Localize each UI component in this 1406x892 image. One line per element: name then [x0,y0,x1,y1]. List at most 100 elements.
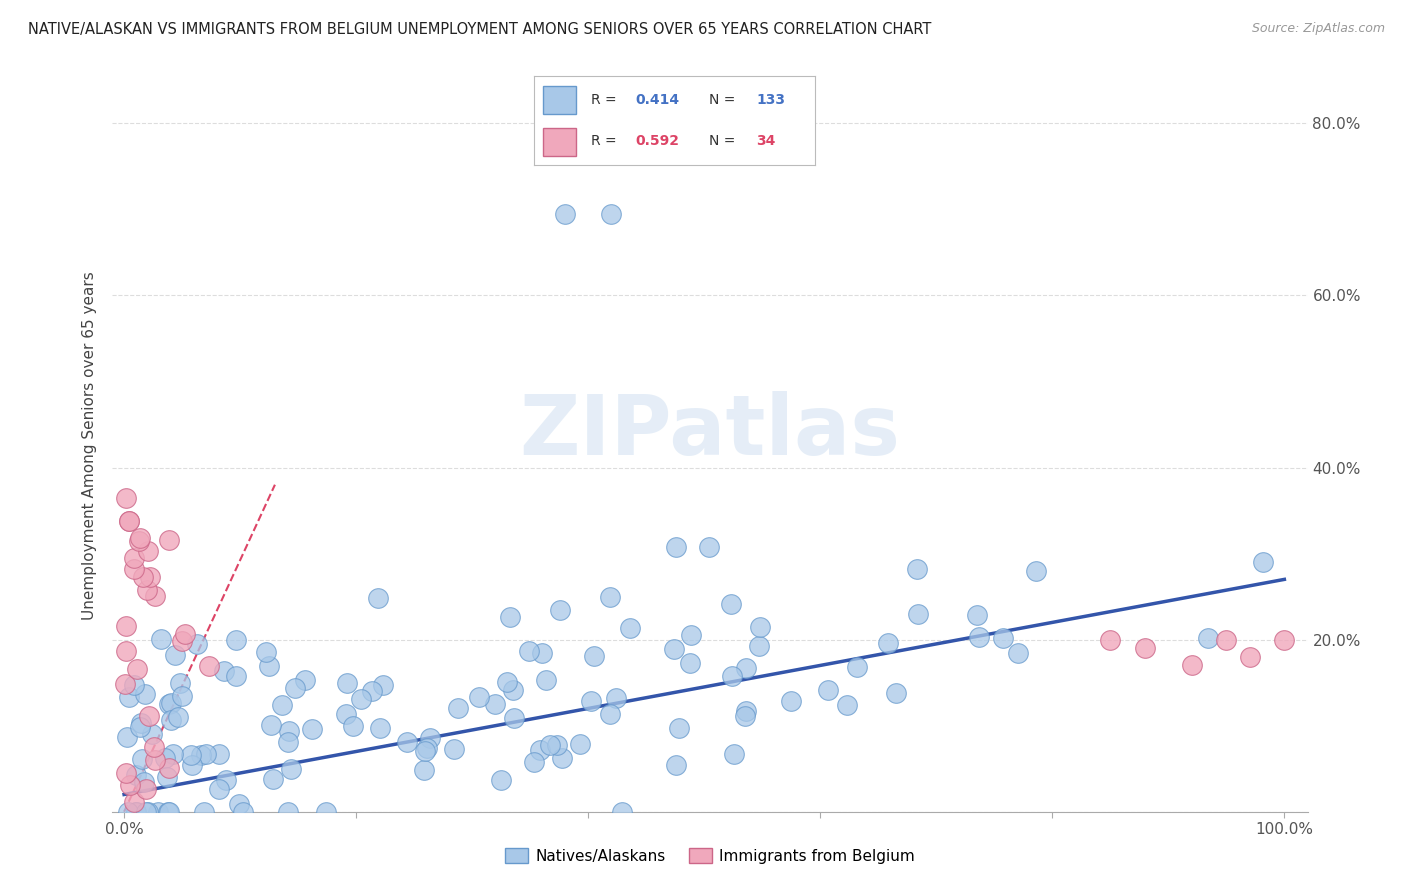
Point [734,709,756,723]
Text: ZIPatlas: ZIPatlas [520,391,900,472]
Point [136,583,159,598]
Text: Source: ZipAtlas.com: Source: ZipAtlas.com [1251,22,1385,36]
Point [129,716,152,731]
Point [367,591,389,605]
Point [129,720,152,734]
Text: NATIVE/ALASKAN VS IMMIGRANTS FROM BELGIUM UNEMPLOYMENT AMONG SENIORS OVER 65 YEA: NATIVE/ALASKAN VS IMMIGRANTS FROM BELGIU… [28,22,932,37]
Point [153,751,176,765]
Point [197,659,219,673]
Point [484,697,506,711]
Point [122,561,145,575]
Point [413,764,436,778]
Point [443,742,465,756]
Point [156,770,179,784]
Point [208,782,231,797]
Point [845,659,868,673]
Point [131,751,153,765]
Point [143,589,166,603]
Point [529,743,551,757]
Point [720,597,742,611]
Point [599,706,621,721]
Point [1099,632,1122,647]
Y-axis label: Unemployment Among Seniors over 65 years: Unemployment Among Seniors over 65 years [82,272,97,620]
Point [260,717,283,731]
Point [599,590,621,604]
Point [517,644,540,658]
Point [568,737,591,751]
Point [502,683,524,698]
Point [135,782,157,797]
Point [193,805,215,819]
Point [1197,631,1219,645]
Point [991,631,1014,645]
Point [780,694,803,708]
Point [125,805,148,819]
Point [610,805,633,819]
Text: R =: R = [591,134,620,148]
Point [967,630,990,644]
Point [180,747,202,762]
Point [467,690,489,704]
Point [817,683,839,698]
Point [162,747,184,761]
Point [907,607,929,622]
Point [1239,649,1261,664]
Point [447,701,470,715]
Point [1007,646,1029,660]
Point [134,687,156,701]
Point [966,607,988,622]
Point [114,677,136,691]
Point [212,664,235,678]
Point [117,515,139,529]
Point [496,675,519,690]
Point [735,704,758,718]
Point [132,774,155,789]
Point [163,648,186,662]
Point [336,675,359,690]
Point [139,570,162,584]
Point [257,659,280,673]
Point [536,673,558,688]
Point [122,795,145,809]
Text: 0.414: 0.414 [636,93,679,107]
Point [157,761,180,775]
Point [600,207,623,221]
Point [156,805,179,819]
Point [315,805,337,819]
Point [254,645,277,659]
Point [491,773,513,788]
Point [419,731,441,745]
Point [117,805,139,819]
Point [499,609,522,624]
Point [679,656,702,670]
Point [1215,632,1237,647]
Point [142,739,165,754]
Point [180,757,202,772]
Point [141,727,163,741]
Point [262,772,284,786]
Point [114,491,136,505]
Point [548,603,571,617]
Point [132,570,155,584]
Point [225,669,247,683]
Point [157,697,180,711]
Point [1272,632,1295,647]
Point [554,207,576,221]
Point [551,751,574,765]
Point [215,773,238,788]
Point [118,690,141,704]
Point [270,698,292,713]
Text: N =: N = [709,93,740,107]
Point [160,713,183,727]
Point [335,706,357,721]
Point [582,649,605,664]
Text: N =: N = [709,134,740,148]
Point [284,681,307,696]
Point [120,778,142,792]
Point [546,738,568,752]
Point [697,541,720,555]
Point [720,669,742,683]
Point [581,694,603,708]
Point [157,805,180,819]
Bar [543,128,576,156]
